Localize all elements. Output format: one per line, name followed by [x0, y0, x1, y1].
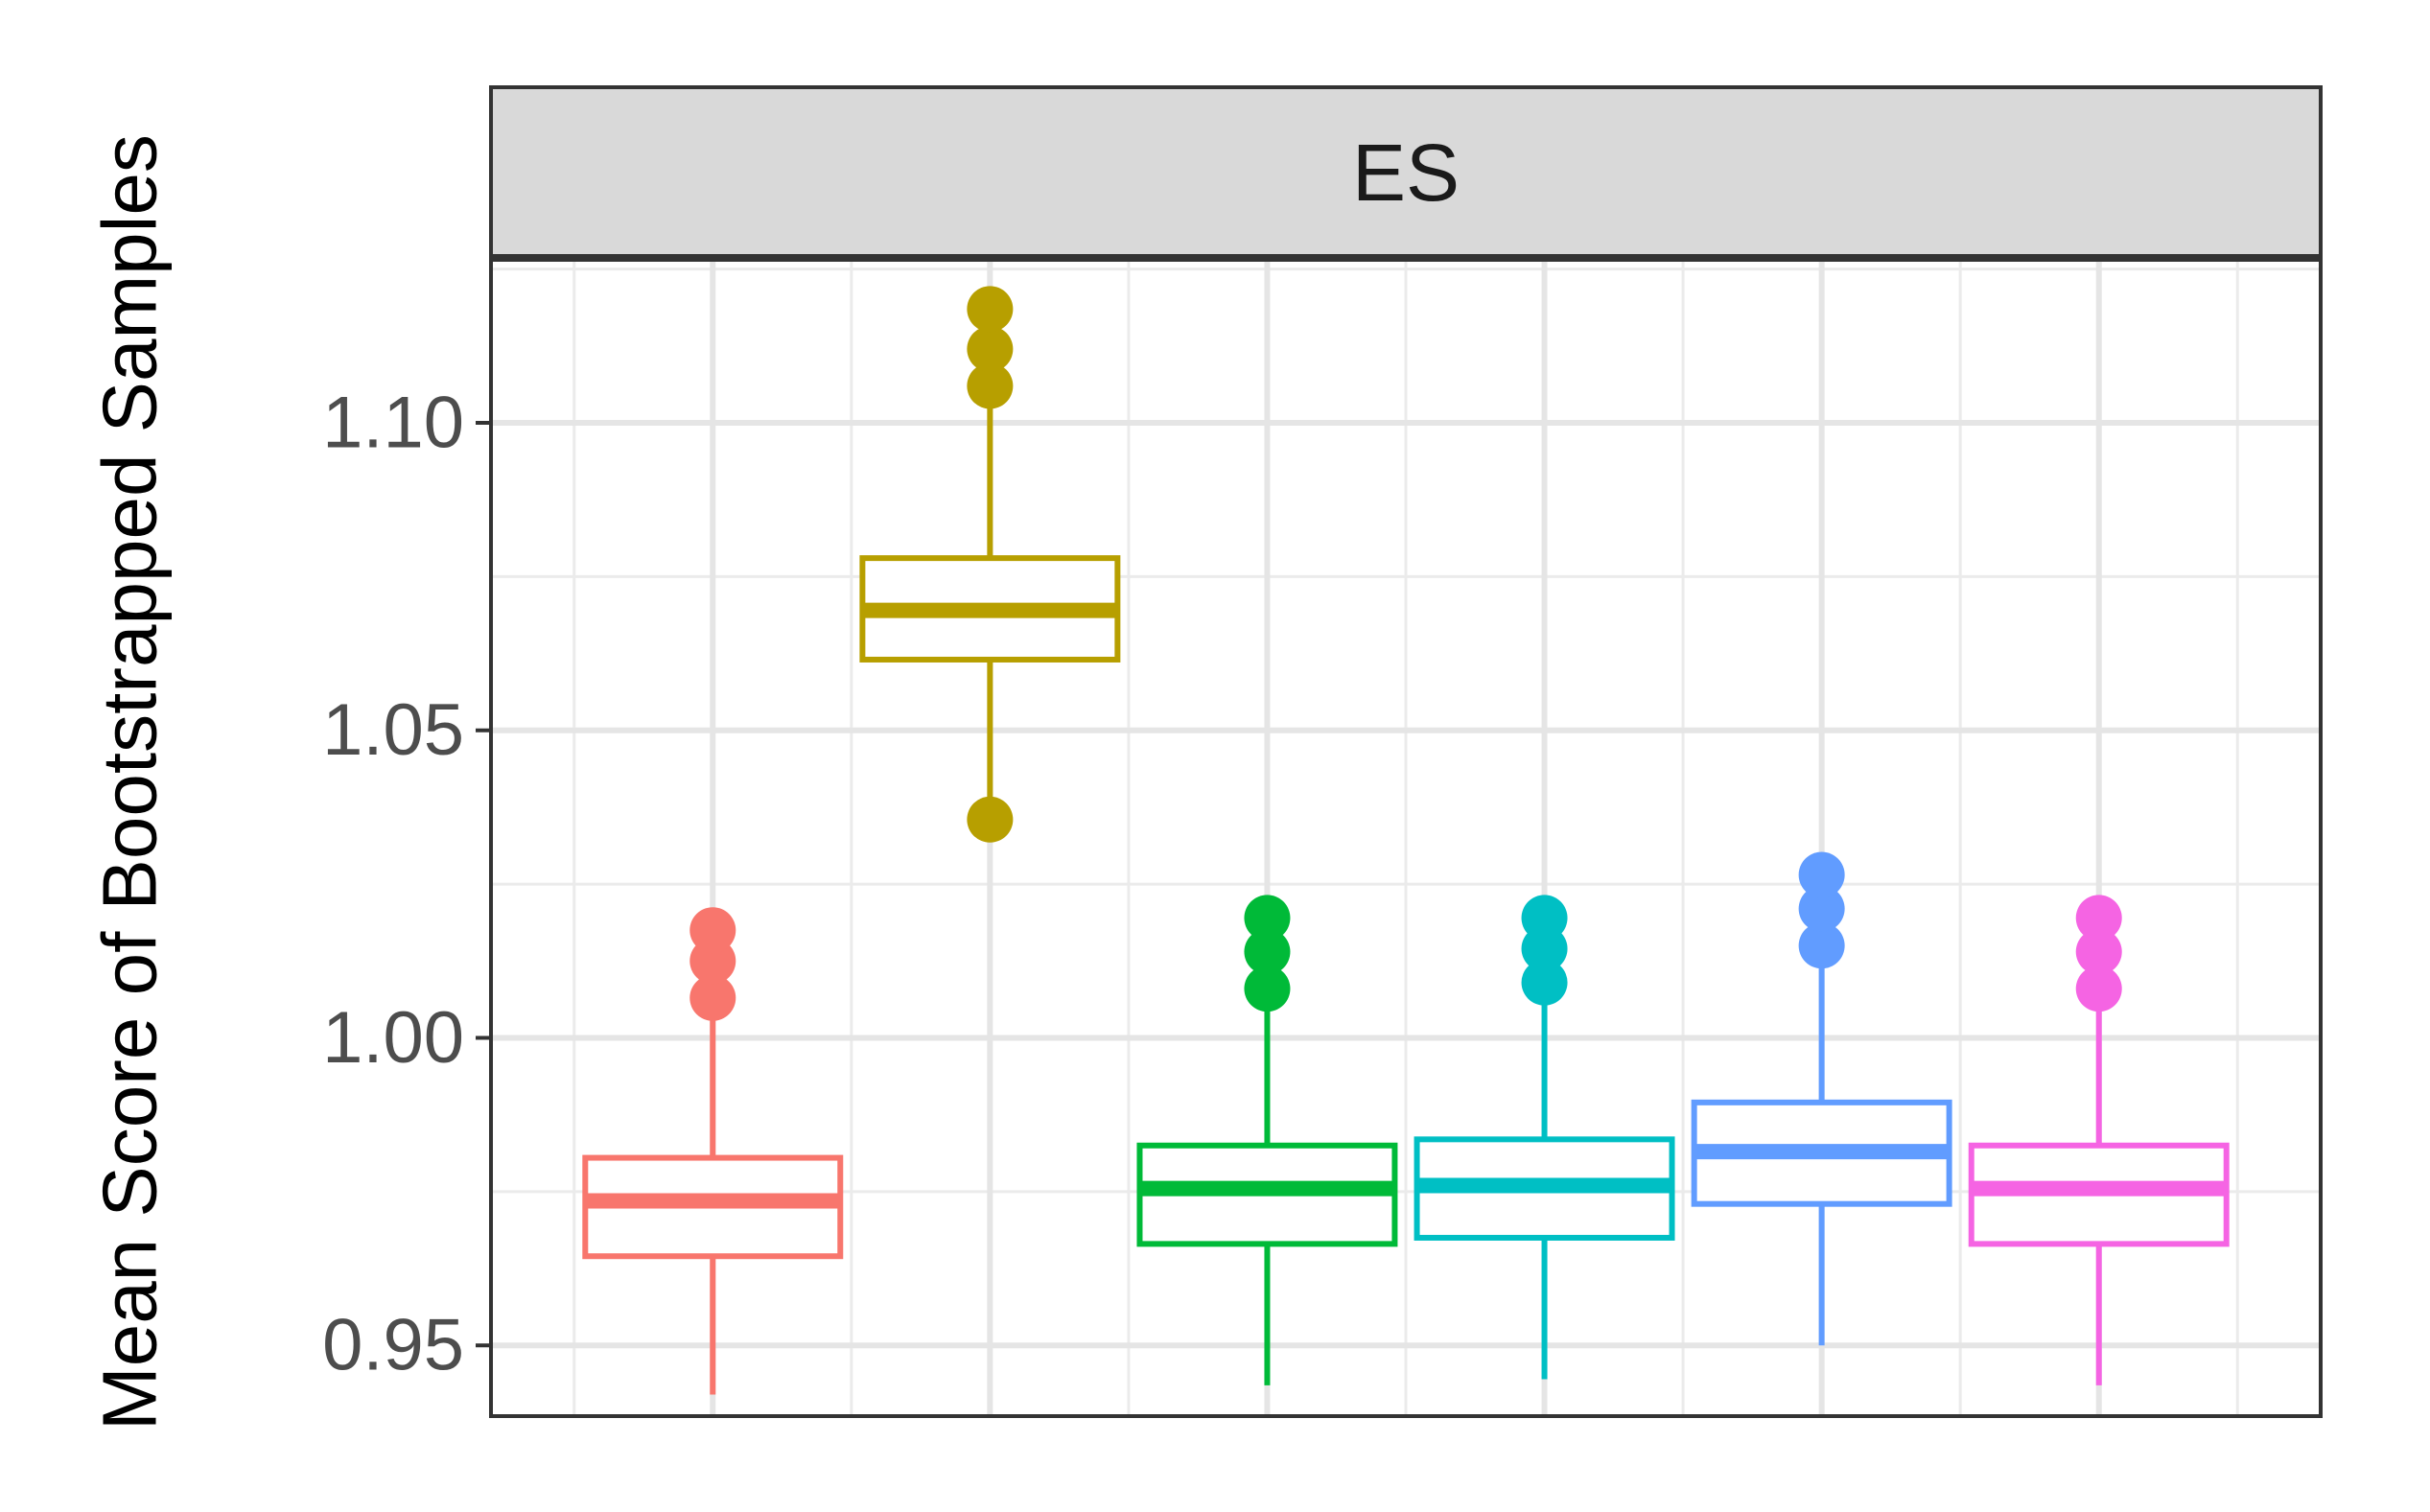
facet-strip [489, 85, 2323, 258]
y-tick-label: 0.95 [322, 1305, 464, 1386]
outlier-point [967, 286, 1014, 333]
outlier-point [1798, 885, 1845, 932]
outlier-point [1798, 922, 1845, 969]
boxplot-group [582, 907, 844, 1395]
outlier-point [1521, 959, 1568, 1006]
outlier-point [967, 326, 1014, 373]
outlier-point [689, 974, 736, 1021]
outlier-point [1798, 851, 1845, 898]
boxplot-group [1136, 895, 1398, 1385]
boxplot-group [1968, 895, 2230, 1385]
outlier-point [2075, 895, 2122, 942]
y-axis-title: Mean Score of Bootstrapped Samples [87, 134, 173, 1431]
outlier-point [2075, 965, 2122, 1012]
y-axis: 0.95 1.00 1.05 1.10 [322, 382, 491, 1386]
outlier-point [1521, 895, 1568, 942]
outlier-point [1244, 895, 1291, 942]
panel-border [489, 258, 2323, 1418]
outlier-point [967, 362, 1014, 409]
boxplot-group [859, 286, 1121, 843]
outlier-point [1244, 965, 1291, 1012]
y-tick-label: 1.10 [322, 382, 464, 463]
outlier-point [1244, 928, 1291, 975]
box-layer [582, 286, 2230, 1395]
boxplot-group [1691, 851, 1952, 1346]
outlier-point [967, 796, 1014, 843]
y-tick-label: 1.05 [322, 689, 464, 771]
outlier-point [2075, 928, 2122, 975]
facet-label: ES [1352, 128, 1460, 218]
y-tick-label: 1.00 [322, 997, 464, 1079]
outlier-point [689, 907, 736, 954]
boxplot-group [1414, 895, 1675, 1380]
